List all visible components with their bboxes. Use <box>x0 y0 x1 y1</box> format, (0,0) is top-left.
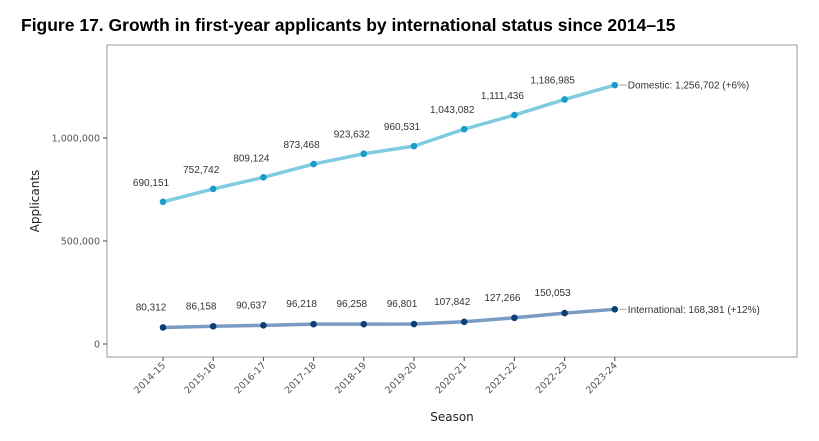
x-tick-label: 2023-24 <box>584 360 620 396</box>
data-label: 752,742 <box>183 165 220 176</box>
series-group: 690,151 752,742 809,124 873,468 923,632 960,5… <box>133 75 760 331</box>
data-label: 150,053 <box>535 288 572 299</box>
data-point <box>561 96 568 103</box>
panel-background <box>107 45 797 357</box>
y-tick-label: 500,000 <box>61 237 100 248</box>
data-point <box>209 185 217 193</box>
data-point <box>360 150 368 158</box>
x-tick-label: 2022-23 <box>534 360 570 396</box>
data-point <box>260 322 267 329</box>
data-point <box>561 309 568 317</box>
series-domestic: 690,151 752,742 809,124 873,468 923,632 960,5… <box>133 75 749 206</box>
series-line <box>161 83 617 204</box>
y-axis-title: Applicants <box>28 170 42 233</box>
x-tick-label: 2019-20 <box>383 360 419 396</box>
data-label: 90,637 <box>236 300 267 311</box>
data-label: 960,531 <box>384 122 421 133</box>
plot-panel <box>106 44 798 358</box>
data-label: 127,266 <box>484 293 521 304</box>
data-label: 1,111,436 <box>481 91 524 102</box>
data-point <box>611 81 619 89</box>
x-tick-label: 2015-16 <box>182 360 218 396</box>
data-point <box>209 322 217 330</box>
x-tick-label: 2021-22 <box>484 360 520 396</box>
x-axis-title: Season <box>430 410 474 424</box>
end-label: International: 168,381 (+12%) <box>628 305 760 316</box>
data-label: 1,043,082 <box>430 105 475 116</box>
data-point <box>511 111 518 119</box>
x-tick-label: 2016-17 <box>233 360 269 396</box>
data-label: 873,468 <box>284 140 321 151</box>
data-point <box>410 142 418 150</box>
end-label: Domestic: 1,256,702 (+6%) <box>628 81 749 92</box>
data-point <box>310 320 317 328</box>
x-tick-label: 2017-18 <box>283 360 319 396</box>
panel-border <box>106 44 798 358</box>
x-tick-label: 2018-19 <box>333 360 369 396</box>
data-label: 690,151 <box>133 178 170 189</box>
data-label: 96,258 <box>337 299 368 310</box>
data-label: 80,312 <box>136 302 167 313</box>
data-point <box>410 320 418 328</box>
data-point <box>159 324 167 331</box>
data-point <box>511 314 518 322</box>
y-tick-label: 1,000,000 <box>52 134 100 145</box>
y-tick-label: 0 <box>94 340 100 351</box>
data-point <box>360 320 368 328</box>
data-label: 96,801 <box>387 299 418 310</box>
data-label: 107,842 <box>434 297 471 308</box>
data-point <box>611 306 619 313</box>
x-axis-ticks: 2014-15 2015-16 2016-17 2017-18 2018-19 2019-… <box>132 357 620 396</box>
data-point <box>159 198 167 206</box>
series-line <box>161 307 617 330</box>
data-label: 96,218 <box>286 299 317 310</box>
data-point <box>310 160 317 168</box>
x-tick-label: 2014-15 <box>132 360 168 396</box>
data-point <box>260 174 267 181</box>
data-point <box>460 125 468 133</box>
x-tick-label: 2020-21 <box>433 360 469 396</box>
data-point <box>460 318 468 326</box>
data-label: 86,158 <box>186 301 217 312</box>
figure-title: Figure 17. Growth in first-year applican… <box>21 15 676 35</box>
data-label: 1,186,985 <box>530 75 575 86</box>
data-label: 809,124 <box>233 153 270 164</box>
series-international: 80,312 86,158 90,637 96,218 96,258 96,801 107,… <box>136 288 760 331</box>
y-axis-ticks: 0 500,000 1,000,000 <box>52 134 107 351</box>
data-label: 923,632 <box>334 130 371 141</box>
